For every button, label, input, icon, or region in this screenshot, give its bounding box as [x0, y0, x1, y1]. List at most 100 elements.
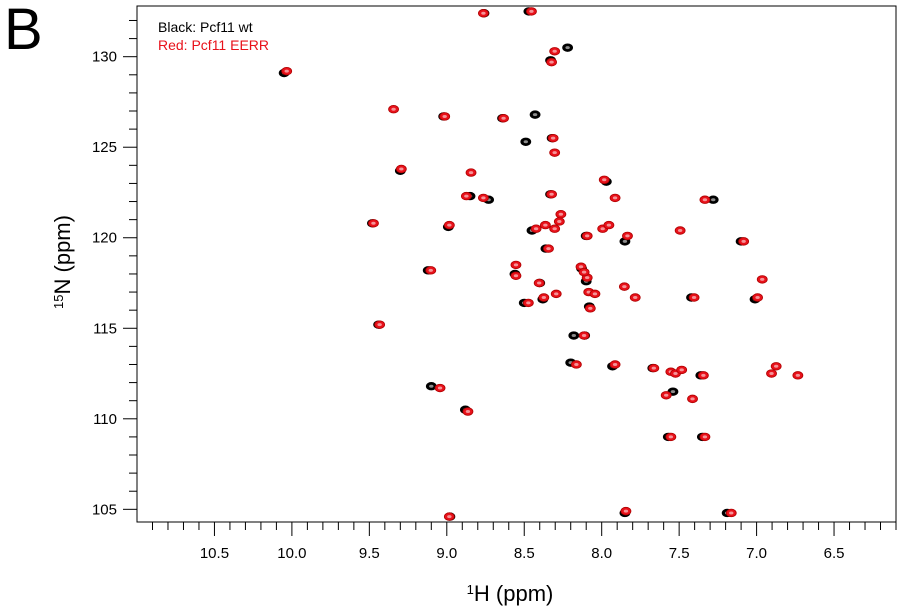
peak-contour-hole	[673, 372, 678, 376]
x-tick-label: 6.5	[824, 545, 845, 562]
peak-contour-hole	[651, 366, 657, 370]
peak-contour-hole	[612, 362, 618, 366]
peak-contour-hole	[701, 373, 706, 377]
peak-contour-hole	[552, 49, 557, 53]
y-axis-title-text: N (ppm)	[50, 215, 75, 294]
peak-contour-hole	[581, 334, 587, 338]
peak-contour-hole	[679, 368, 684, 372]
peak-contour-hole	[552, 227, 557, 231]
peak-contour-hole	[588, 306, 593, 310]
peak-contour-hole	[468, 171, 474, 175]
peak-contour-hole	[622, 239, 628, 243]
peak-contour-hole	[592, 292, 598, 296]
peak-contour-hole	[536, 281, 542, 285]
peak-contour-hole	[600, 227, 605, 231]
peak-contour-hole	[558, 212, 564, 216]
legend-entry-wt: Black: Pcf11 wt	[158, 19, 253, 35]
peak-contour-hole	[554, 292, 559, 296]
peak-contour-hole	[741, 239, 746, 243]
peak-contour-hole	[578, 265, 584, 269]
y-axis-title: 15N (ppm)	[50, 215, 75, 309]
peak-contour-hole	[557, 219, 562, 223]
peak-contour-hole	[465, 410, 471, 414]
y-tick-label: 105	[92, 501, 117, 518]
peak-contour-hole	[377, 323, 382, 327]
peak-contour-hole	[541, 295, 547, 299]
peak-contour-hole	[546, 247, 551, 251]
x-tick-label: 9.5	[359, 545, 380, 562]
x-tick-label: 10.5	[200, 545, 229, 562]
peak-contour-hole	[447, 515, 452, 519]
peak-contour-hole	[565, 46, 570, 50]
peak-contour-hole	[371, 221, 376, 225]
peak-contour-hole	[513, 274, 519, 278]
y-tick-label: 130	[92, 49, 117, 66]
panel-label: B	[4, 0, 43, 62]
x-axis-title-text: H (ppm)	[474, 581, 553, 606]
peak-contour-hole	[760, 277, 765, 281]
legend-entry-eerr: Red: Pcf11 EERR	[158, 37, 269, 53]
peak-contour-hole	[702, 435, 708, 439]
peak-contour-hole	[284, 69, 289, 73]
peak-contour-hole	[622, 285, 627, 289]
x-axis-title: 1H (ppm)	[467, 581, 554, 606]
peak-contour-hole	[755, 295, 760, 299]
peak-contour-hole	[711, 198, 716, 202]
x-tick-label: 7.5	[669, 545, 690, 562]
peak-contour-hole	[513, 263, 519, 267]
y-tick-label: 125	[92, 139, 117, 156]
peak-contour-hole	[581, 270, 587, 274]
peak-contour-hole	[625, 234, 630, 238]
x-tick-label: 7.0	[746, 545, 767, 562]
peak-contour-hole	[623, 509, 629, 513]
peak-contour-hole	[670, 390, 676, 394]
peak-contour-hole	[549, 60, 554, 64]
peak-contour-hole	[773, 364, 779, 368]
series-layer	[278, 7, 804, 521]
peak-contour-hole	[501, 116, 506, 120]
peak-contour-hole	[633, 295, 638, 299]
x-tick-label: 8.5	[514, 545, 535, 562]
peak-contour-hole	[481, 196, 486, 200]
y-tick-label: 120	[92, 230, 117, 247]
peak-contour-hole	[606, 223, 612, 227]
peak-contour-hole	[550, 136, 556, 140]
peak-contour-hole	[428, 268, 433, 272]
peak-contour-hole	[574, 362, 579, 366]
ticks-layer: 10.5 10.0 9.5 9.0 8.5 8.0 7.5 7.0 6.5 105 110 115 12…	[92, 19, 897, 562]
peak-contour-hole	[523, 140, 528, 144]
y-tick-label: 115	[93, 320, 117, 337]
peak-contour-hole	[532, 113, 538, 117]
peak-contour-hole	[795, 373, 801, 377]
peak-contour-hole	[429, 384, 434, 388]
peak-contour-hole	[399, 167, 404, 171]
peak-contour-hole	[702, 198, 708, 202]
peak-contour-hole	[442, 114, 447, 118]
peak-contour-hole	[612, 196, 618, 200]
x-tick-label: 9.0	[436, 545, 457, 562]
y-tick-label: 110	[93, 411, 117, 428]
x-tick-label: 8.0	[591, 545, 612, 562]
peak-contour-hole	[585, 276, 590, 280]
x-axis-title-isotope: 1	[467, 582, 474, 597]
peak-contour-hole	[447, 223, 452, 227]
peak-contour-hole	[690, 397, 695, 401]
peak-contour-hole	[391, 107, 396, 111]
peak-contour-hole	[585, 234, 590, 238]
peak-contour-hole	[529, 9, 534, 13]
peak-contour-hole	[664, 393, 669, 397]
peak-contour-hole	[668, 435, 674, 439]
peak-contour-hole	[543, 223, 548, 227]
x-tick-label: 10.0	[277, 545, 306, 562]
peak-contour-hole	[691, 295, 697, 299]
peak-contour-hole	[677, 229, 683, 233]
peak-contour-hole	[481, 11, 486, 15]
plot-frame	[136, 5, 897, 523]
peak-contour-hole	[437, 386, 443, 390]
peak-contour-hole	[526, 301, 531, 305]
peak-contour-hole	[533, 227, 539, 231]
peak-contour-hole	[464, 194, 469, 198]
peak-contour-hole	[549, 192, 554, 196]
y-axis-title-isotope: 15	[51, 294, 66, 308]
